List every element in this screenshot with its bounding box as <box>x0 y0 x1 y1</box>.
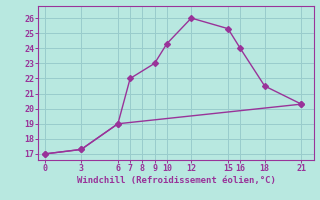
X-axis label: Windchill (Refroidissement éolien,°C): Windchill (Refroidissement éolien,°C) <box>76 176 276 185</box>
